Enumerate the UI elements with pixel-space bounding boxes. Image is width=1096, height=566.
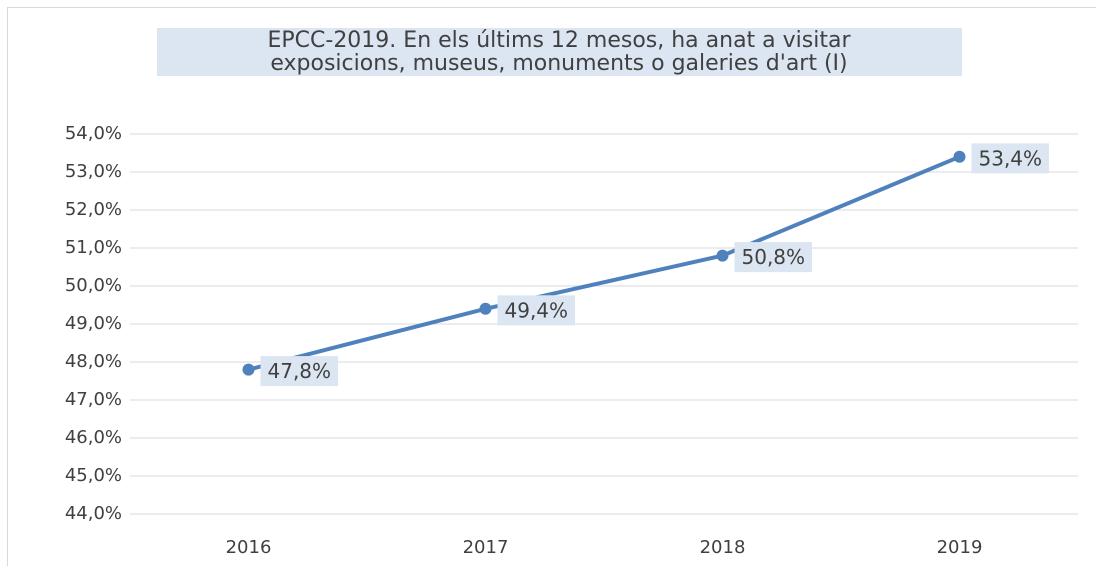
data-label-background [260, 356, 339, 387]
y-tick-label: 44,0% [65, 503, 122, 524]
data-label: 49,4% [505, 298, 569, 322]
y-tick-label: 46,0% [65, 427, 122, 448]
data-label-background [497, 295, 576, 326]
data-label: 50,8% [742, 245, 806, 269]
y-tick-label: 47,0% [65, 389, 122, 410]
y-tick-label: 52,0% [65, 199, 122, 220]
chart-title: exposicions, museus, monuments o galerie… [270, 51, 847, 76]
title-background [157, 28, 962, 76]
point [479, 302, 492, 315]
point [953, 150, 966, 163]
y-tick-label: 50,0% [65, 275, 122, 296]
y-tick-label: 49,0% [65, 313, 122, 334]
line [248, 154, 961, 372]
y-tick-label: 45,0% [65, 465, 122, 486]
x-tick-label: 2019 [937, 537, 983, 558]
point [716, 249, 729, 262]
chart-title: EPCC-2019. En els últims 12 mesos, ha an… [267, 28, 851, 53]
y-tick-label: 51,0% [65, 237, 122, 258]
y-tick-label: 53,0% [65, 161, 122, 182]
point [242, 363, 255, 376]
data-label-background [734, 242, 813, 273]
x-tick-label: 2018 [700, 537, 746, 558]
data-label: 47,8% [268, 359, 332, 383]
x-tick-label: 2016 [226, 537, 272, 558]
chart-border [7, 7, 1096, 566]
data-label: 53,4% [979, 146, 1043, 170]
y-tick-label: 54,0% [65, 123, 122, 144]
x-tick-label: 2017 [463, 537, 509, 558]
y-tick-label: 48,0% [65, 351, 122, 372]
data-label-background [971, 143, 1050, 174]
